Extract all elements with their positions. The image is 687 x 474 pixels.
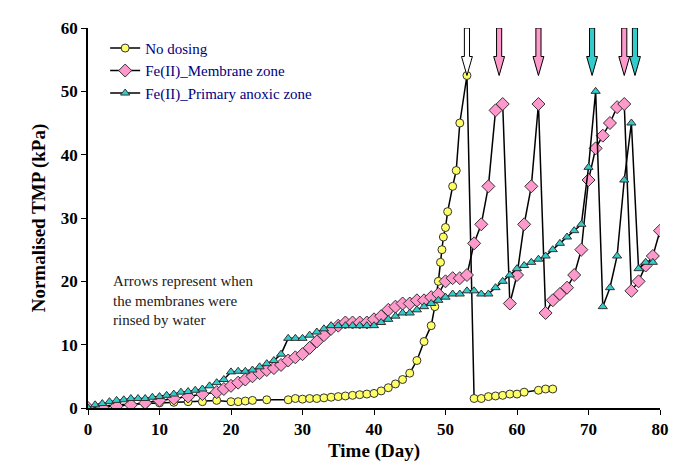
svg-text:0: 0 [69,399,78,418]
svg-text:Fe(II)_Primary anoxic zone: Fe(II)_Primary anoxic zone [145,86,312,103]
svg-text:Arrows represent whenthe membr: Arrows represent whenthe membranes werer… [113,273,253,328]
svg-text:No dosing: No dosing [145,41,208,57]
svg-text:Normalised TMP (kPa): Normalised TMP (kPa) [28,124,50,313]
svg-text:30: 30 [61,209,78,228]
svg-text:50: 50 [61,82,78,101]
svg-text:0: 0 [84,420,93,439]
svg-text:10: 10 [61,336,78,355]
svg-text:Time (Day): Time (Day) [328,440,420,462]
svg-text:60: 60 [61,19,78,38]
svg-text:60: 60 [509,420,526,439]
svg-text:20: 20 [223,420,240,439]
svg-text:30: 30 [294,420,311,439]
svg-text:80: 80 [652,420,669,439]
svg-text:10: 10 [151,420,168,439]
svg-text:50: 50 [437,420,454,439]
svg-text:Fe(II)_Membrane zone: Fe(II)_Membrane zone [145,63,285,80]
svg-text:40: 40 [366,420,383,439]
svg-text:40: 40 [61,146,78,165]
svg-text:20: 20 [61,272,78,291]
svg-text:70: 70 [580,420,597,439]
